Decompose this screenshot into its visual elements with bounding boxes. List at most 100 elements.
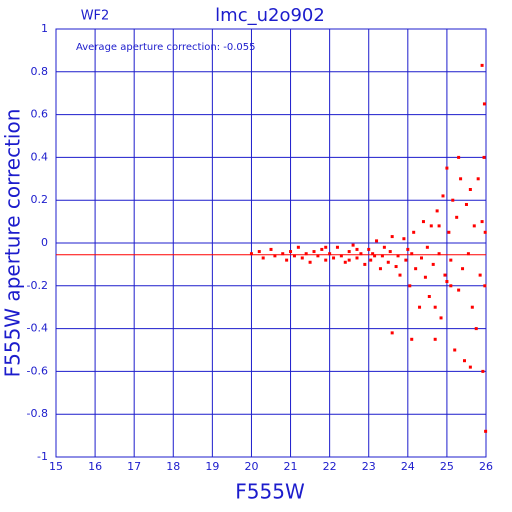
- point: [463, 359, 466, 363]
- point: [435, 209, 439, 213]
- point: [437, 224, 441, 228]
- point: [427, 295, 431, 298]
- y-tick-label: -0.4: [27, 322, 48, 335]
- point: [425, 245, 429, 249]
- y-tick-label: 0: [41, 236, 48, 249]
- point: [441, 194, 445, 198]
- point: [371, 252, 375, 256]
- x-tick-label: 16: [88, 460, 102, 473]
- x-tick-label: 19: [205, 460, 219, 473]
- point: [449, 258, 453, 262]
- point: [404, 258, 408, 262]
- point: [408, 284, 412, 288]
- panel-label: WF2: [81, 9, 110, 24]
- point: [296, 245, 300, 249]
- point: [269, 247, 273, 251]
- point: [476, 177, 480, 181]
- annotation: Average aperture correction: -0.055: [76, 42, 256, 53]
- point: [300, 256, 304, 260]
- point: [457, 288, 461, 292]
- point: [390, 331, 394, 335]
- x-tick-label: 18: [166, 460, 180, 473]
- point: [335, 245, 339, 249]
- x-tick-label: 20: [244, 460, 258, 473]
- point: [398, 273, 402, 277]
- point: [320, 247, 324, 251]
- chart-title: lmc_u2o902: [215, 5, 325, 26]
- point: [308, 260, 312, 264]
- point: [466, 252, 470, 256]
- y-tick-label: 1: [41, 22, 48, 35]
- point: [447, 230, 451, 234]
- point: [328, 252, 332, 256]
- point: [347, 258, 351, 262]
- point: [418, 305, 422, 309]
- point: [457, 155, 461, 159]
- y-tick-label: 0.6: [31, 108, 49, 121]
- point: [257, 250, 261, 254]
- point: [481, 369, 485, 373]
- point: [347, 250, 351, 254]
- point: [355, 247, 359, 251]
- point: [453, 348, 457, 352]
- point: [433, 337, 437, 341]
- point: [459, 177, 463, 181]
- point: [285, 258, 289, 262]
- point: [478, 273, 482, 277]
- point: [480, 220, 484, 224]
- x-tick-label: 26: [479, 460, 493, 473]
- x-tick-label: 22: [323, 460, 337, 473]
- point: [289, 250, 293, 254]
- point: [451, 198, 455, 202]
- x-tick-label: 23: [362, 460, 376, 473]
- point: [351, 243, 355, 247]
- point: [433, 305, 437, 309]
- point: [369, 258, 373, 262]
- point: [445, 166, 449, 170]
- point: [386, 260, 390, 264]
- point: [406, 247, 410, 251]
- point: [474, 327, 478, 331]
- x-axis-label: F555W: [235, 480, 305, 504]
- point: [324, 245, 328, 249]
- point: [363, 262, 367, 266]
- point: [482, 155, 486, 159]
- point: [429, 224, 433, 228]
- x-tick-label: 21: [284, 460, 298, 473]
- y-tick-label: -0.2: [27, 279, 48, 292]
- point: [464, 202, 468, 206]
- point: [410, 252, 414, 256]
- point: [367, 247, 371, 251]
- y-tick-label: 0.2: [31, 193, 49, 206]
- point: [484, 429, 488, 433]
- point: [420, 256, 423, 260]
- point: [332, 256, 336, 260]
- point: [343, 260, 347, 264]
- point: [455, 215, 459, 219]
- point: [472, 224, 476, 228]
- y-tick-label: -0.6: [27, 364, 48, 377]
- point: [249, 252, 253, 256]
- y-axis-label: F555W aperture correction: [1, 109, 25, 378]
- point: [461, 267, 465, 271]
- y-tick-label: -1: [37, 450, 48, 463]
- point: [437, 252, 441, 256]
- point: [394, 265, 398, 269]
- point: [396, 254, 400, 258]
- point: [412, 230, 416, 234]
- point: [482, 102, 486, 106]
- point: [378, 267, 382, 271]
- y-tick-label: -0.8: [27, 407, 48, 420]
- point: [273, 254, 277, 258]
- point: [388, 250, 392, 254]
- point: [483, 230, 487, 234]
- point: [355, 256, 359, 260]
- point: [483, 284, 487, 288]
- point: [339, 254, 343, 258]
- point: [439, 316, 443, 320]
- point: [304, 252, 308, 256]
- point: [390, 235, 394, 239]
- x-tick-label: 25: [440, 460, 454, 473]
- point: [373, 254, 377, 258]
